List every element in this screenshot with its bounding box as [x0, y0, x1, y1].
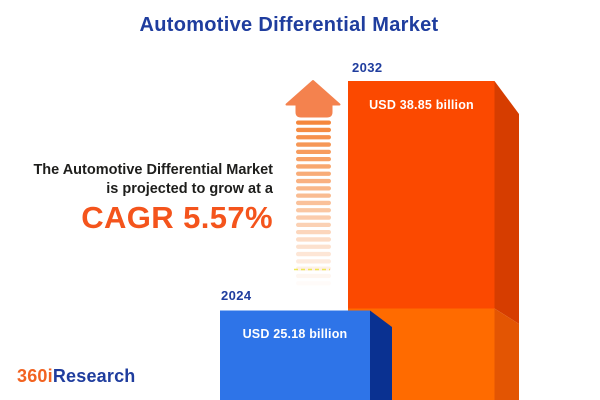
arrow-stripe	[296, 193, 331, 198]
arrow-stripe	[296, 259, 331, 264]
bar-2032-side	[494, 81, 519, 324]
arrow-stripe	[296, 208, 331, 213]
arrow-stripe	[296, 157, 331, 162]
bar-2032-base-side	[494, 308, 519, 400]
arrow-stripe	[296, 200, 331, 206]
arrow-stripes	[296, 120, 331, 285]
growth-statement-line2: is projected to grow at a	[106, 180, 273, 197]
value-label-2032: USD 38.85 billion	[369, 98, 474, 112]
cagr-value: CAGR 5.57%	[81, 200, 273, 235]
bar-2024-side	[370, 310, 392, 400]
growth-statement-line1: The Automotive Differential Market	[33, 162, 273, 178]
bar-2032-face	[348, 81, 495, 309]
arrow-stripe	[296, 230, 331, 235]
arrow-stripe	[296, 171, 331, 176]
arrow-stripe	[296, 164, 331, 169]
brand-logo: 360iResearch	[17, 366, 136, 387]
arrow-stripe	[296, 186, 331, 191]
arrow-stripe	[296, 120, 331, 125]
arrow-stripe	[296, 142, 331, 147]
logo-research: Research	[52, 366, 136, 386]
arrow-stripe	[296, 222, 331, 227]
year-label-2024: 2024	[221, 288, 252, 303]
arrow-stripe	[296, 281, 331, 285]
arrow-stripe	[296, 244, 331, 249]
arrow-stripe	[296, 135, 331, 140]
arrow-head	[285, 80, 341, 118]
arrow-stripe	[296, 127, 331, 133]
growth-statement: The Automotive Differential Market is pr…	[33, 161, 273, 235]
arrow-stripe	[296, 273, 331, 279]
chart-title: Automotive Differential Market	[139, 14, 439, 36]
arrow-stripe	[296, 215, 331, 220]
growth-arrow-icon	[285, 80, 341, 285]
value-label-2024: USD 25.18 billion	[242, 327, 348, 341]
bar-2024-face	[220, 310, 370, 400]
arrow-stripe	[296, 251, 331, 257]
year-label-2032: 2032	[352, 60, 383, 75]
arrow-stripe	[296, 237, 331, 242]
logo-360i: 360i	[17, 366, 53, 386]
arrow-stripe	[296, 149, 331, 154]
arrow-stripe	[296, 178, 331, 184]
bar-2024	[220, 310, 392, 400]
